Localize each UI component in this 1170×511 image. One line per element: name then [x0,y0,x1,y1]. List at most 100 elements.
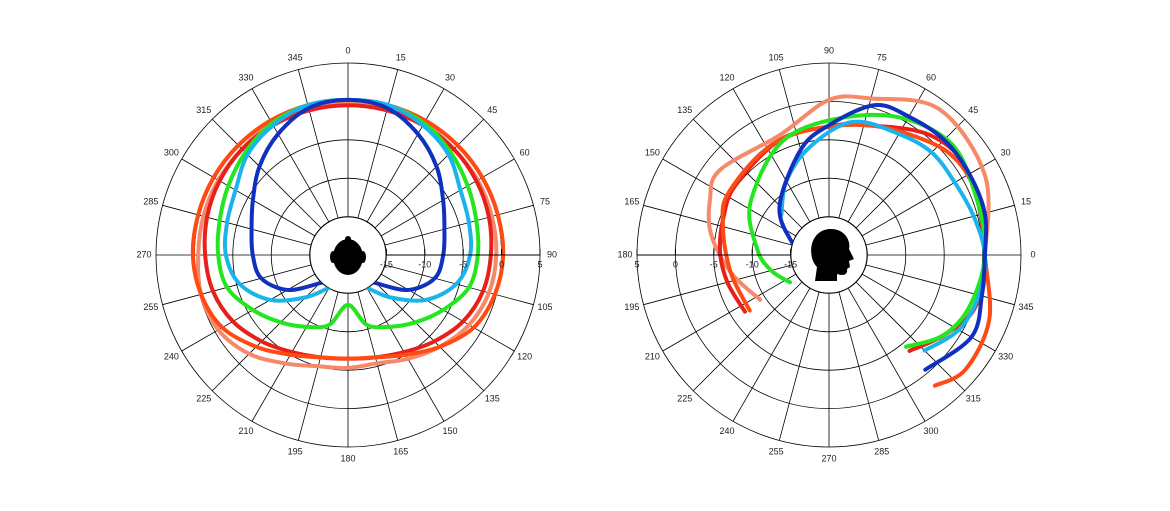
angle-label: 60 [520,147,530,157]
angle-label: 195 [624,302,639,312]
head-icon [811,228,854,281]
angle-label: 15 [1021,197,1031,207]
angle-label: 225 [196,394,211,404]
angle-label: 300 [164,147,179,157]
angle-label: 285 [143,197,158,207]
grid-spoke [643,264,793,306]
angle-label: 30 [445,73,455,83]
angle-label: 15 [396,52,406,62]
radial-tick-label: 0 [673,259,678,269]
series-line [777,103,989,372]
angle-label: 165 [624,197,639,207]
angle-label: 105 [769,52,784,62]
radial-tick-label: -5 [710,259,718,269]
polar-chart-left: 0 15 30 45 60 75 90 105 120 135 150 165 180 195 210 225… [136,45,557,463]
angle-label: 180 [617,249,632,259]
grid-spoke [662,273,797,352]
angle-label: 120 [517,351,532,361]
angle-label: 285 [874,446,889,456]
angle-label: 240 [719,426,734,436]
angle-label: 300 [923,426,938,436]
angle-label: 75 [540,197,550,207]
angle-label: 45 [487,105,497,115]
radial-tick-label: -10 [746,259,759,269]
angle-label: 60 [926,73,936,83]
angle-label: 225 [677,394,692,404]
angle-label: 180 [340,453,355,463]
angle-label: 210 [645,351,660,361]
angle-label: 165 [393,446,408,456]
grid-spoke [855,281,966,392]
grid-spoke [732,287,811,422]
grid-spoke [211,118,322,229]
grid-spoke [181,158,316,237]
series-line [779,119,988,353]
angle-label: 0 [345,45,350,55]
angle-label: 150 [442,426,457,436]
grid-spoke [692,281,803,392]
grid-spoke [374,118,485,229]
angle-label: 135 [485,394,500,404]
grid-spoke [297,69,339,219]
series-line [249,97,447,292]
angle-label: 345 [1019,302,1034,312]
angle-label: 135 [677,105,692,115]
angle-label: 120 [719,73,734,83]
series-line [190,97,506,361]
grid-spoke [357,291,399,441]
angle-label: 255 [769,446,784,456]
head-icon [330,251,336,263]
radial-tick-label: -15 [784,259,797,269]
angle-label: 270 [136,249,151,259]
angle-label: 330 [238,73,253,83]
polar-chart-right: 0 15 30 45 60 75 90 105 120 135 150 165 180 195 210 225… [617,45,1035,463]
angle-label: 105 [538,302,553,312]
head-icon [345,236,351,242]
angle-label: 0 [1030,249,1035,259]
grid-spoke [838,69,880,219]
angle-label: 315 [196,105,211,115]
grid-spoke [211,281,322,392]
series-line [215,97,481,330]
grid-spoke [838,291,880,441]
radial-tick-label: 5 [634,259,639,269]
grid-spoke [384,204,534,246]
angle-label: 270 [821,453,836,463]
angle-label: 45 [968,105,978,115]
angle-label: 315 [966,394,981,404]
grid-spoke [366,88,445,223]
grid-spoke [692,118,803,229]
angle-label: 30 [1001,147,1011,157]
angle-label: 150 [645,147,660,157]
radial-tick-label: -15 [380,259,393,269]
radial-tick-label: 0 [499,259,504,269]
head-icon [333,239,363,275]
angle-label: 330 [998,351,1013,361]
grid-spoke [374,281,485,392]
grid-spoke [643,204,793,246]
grid-spoke [380,158,515,237]
grid-spoke [251,88,330,223]
angle-label: 195 [288,446,303,456]
series-line [720,122,993,388]
grid-spoke [865,264,1015,306]
grid-spoke [162,204,312,246]
grid-spoke [380,273,515,352]
angle-label: 255 [143,302,158,312]
angle-label: 240 [164,351,179,361]
grid-spoke [865,204,1015,246]
angle-label: 75 [877,52,887,62]
series-line [747,112,988,349]
grid-spoke [847,88,926,223]
grid-spoke [162,264,312,306]
radial-tick-label: 5 [537,259,542,269]
grid-spoke [357,69,399,219]
head-icon [360,251,366,263]
angle-label: 210 [238,426,253,436]
angle-label: 345 [288,52,303,62]
grid-spoke [847,287,926,422]
angle-label: 90 [547,249,557,259]
grid-spoke [778,291,820,441]
radial-tick-label: -10 [418,259,431,269]
